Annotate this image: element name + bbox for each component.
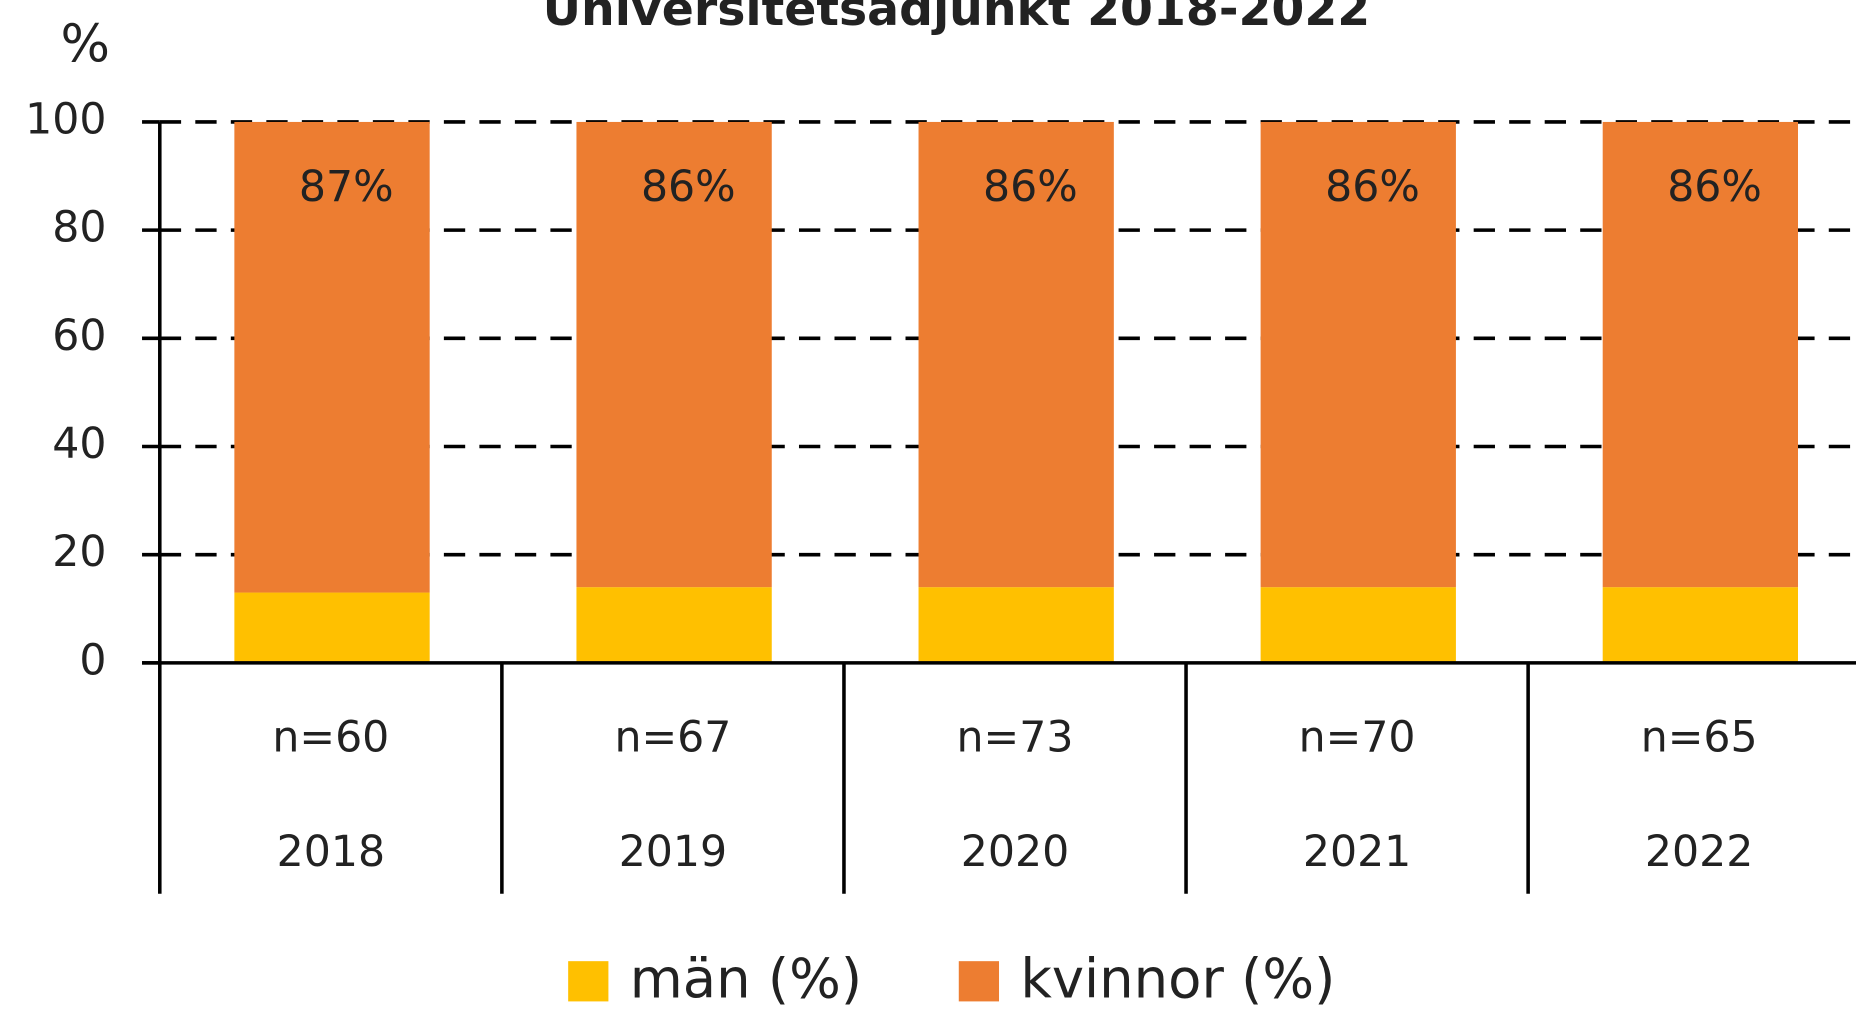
chart-title: Universitetsadjunkt 2018-2022 xyxy=(543,0,1371,37)
bar-segment xyxy=(234,121,430,593)
y-tick-label: 0 xyxy=(79,635,106,685)
x-tick-label: 2020 xyxy=(961,827,1069,877)
legend-label: män (%) xyxy=(630,947,862,1011)
data-label: 86% xyxy=(1325,162,1420,212)
sample-size-label: n=65 xyxy=(1641,712,1758,762)
y-tick-label: 100 xyxy=(25,94,106,144)
sample-size-label: n=73 xyxy=(957,712,1074,762)
x-tick-label: 2022 xyxy=(1645,827,1753,877)
bar-segment xyxy=(234,592,430,663)
sample-size-label: n=70 xyxy=(1299,712,1416,762)
data-label: 87% xyxy=(299,162,394,212)
y-tick-label: 60 xyxy=(52,311,106,361)
y-axis-label: % xyxy=(60,14,110,74)
sample-size-label: n=67 xyxy=(614,712,731,762)
legend-swatch xyxy=(568,961,609,1002)
x-tick-label: 2019 xyxy=(619,827,727,877)
bar-segment xyxy=(918,121,1114,588)
sample-size-label: n=60 xyxy=(272,712,389,762)
bar-segment xyxy=(1602,121,1798,588)
bar-segment xyxy=(918,587,1114,663)
data-label: 86% xyxy=(983,162,1078,212)
legend-swatch xyxy=(958,961,1000,1002)
bar-segment xyxy=(1260,587,1456,663)
data-label: 86% xyxy=(641,162,736,212)
y-tick-label: 20 xyxy=(52,527,106,577)
x-tick-label: 2018 xyxy=(277,827,385,877)
bar-segment xyxy=(576,121,772,588)
bar-segment xyxy=(576,587,772,663)
bar-segment xyxy=(1602,587,1798,663)
x-tick-label: 2021 xyxy=(1303,827,1411,877)
bar-segment xyxy=(1260,121,1456,588)
y-tick-label: 80 xyxy=(52,203,106,253)
data-label: 86% xyxy=(1667,162,1762,212)
legend-label: kvinnor (%) xyxy=(1020,947,1335,1011)
y-tick-label: 40 xyxy=(52,419,106,469)
